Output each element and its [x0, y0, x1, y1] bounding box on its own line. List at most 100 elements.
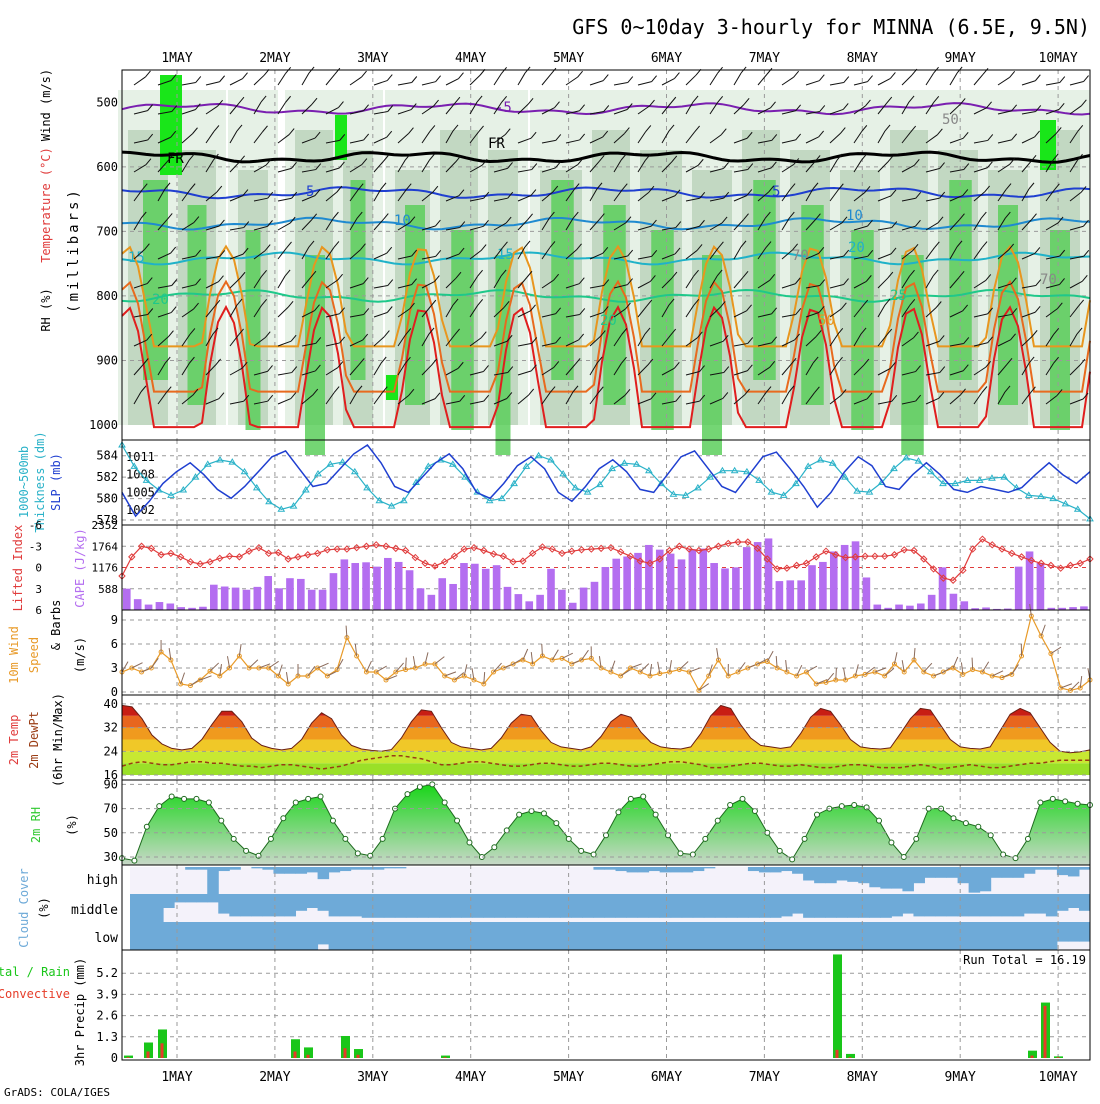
wind-barb-10m: [1061, 684, 1072, 688]
rh-marker: [864, 805, 869, 810]
rh-marker: [517, 812, 522, 817]
rh-marker: [219, 818, 224, 823]
day-label-bottom: 2MAY: [259, 1070, 290, 1085]
cloud-bar-high: [1002, 867, 1014, 878]
cloud-bar-middle: [395, 894, 407, 918]
thickness-tick-label: 584: [96, 449, 118, 463]
rh-marker: [740, 796, 745, 801]
temp-tick-label: 40: [104, 697, 118, 711]
cape-bar: [863, 577, 871, 610]
cloud-bar-high: [296, 867, 308, 874]
cloud-bar-middle: [549, 894, 561, 918]
wind-barb-10m: [210, 663, 219, 671]
cape-bar: [612, 559, 620, 610]
cloud-bar-middle: [748, 894, 760, 918]
cape-bar: [591, 582, 599, 610]
cloud-bar-middle: [593, 894, 605, 918]
cape-bar: [286, 578, 294, 610]
cloud-bar-middle: [560, 894, 572, 918]
cloud-bar-middle: [913, 894, 925, 916]
cloud-bar-low: [373, 922, 385, 950]
cloud-bar-middle: [1024, 894, 1036, 914]
cloud-bar-high: [958, 867, 970, 883]
cloud-bar-low: [1046, 922, 1058, 950]
cloud-bar-middle: [671, 894, 683, 918]
cape-bar: [417, 588, 425, 610]
precip-tick-label: 2.6: [96, 1009, 118, 1023]
cloud-bar-middle: [891, 894, 903, 916]
rh-marker: [144, 824, 149, 829]
cloud-bar-middle: [770, 894, 782, 918]
rh-marker: [455, 818, 460, 823]
rh-marker: [281, 816, 286, 821]
cloud-bar-middle: [307, 894, 319, 908]
cloud-bar-high: [384, 867, 396, 868]
cape-bar: [493, 565, 501, 610]
rh-marker: [591, 852, 596, 857]
wind-tick-label: 3: [111, 661, 118, 675]
cloud-bar-middle: [571, 894, 583, 918]
cloud-bar-middle: [439, 894, 451, 918]
cloud-bar-low: [803, 922, 815, 950]
cloud-bar-middle: [638, 894, 650, 918]
cloud-bar-low: [152, 922, 164, 950]
rh-marker: [256, 853, 261, 858]
cloud-bar-low: [947, 922, 959, 950]
cloud-bar-high: [693, 867, 705, 871]
day-label-bottom: 9MAY: [945, 1070, 976, 1085]
cape-bar: [699, 549, 707, 610]
precip-convective-bar: [1044, 1006, 1047, 1058]
rh-marker: [951, 816, 956, 821]
cloud-bar-high: [329, 867, 341, 872]
precip-ylabel: 3hr Precip (mm): [73, 958, 87, 1066]
cloud-bar-middle: [207, 894, 219, 902]
cape-bar: [732, 567, 740, 610]
cloud-bar-middle: [693, 894, 705, 918]
wind-speed-line: [122, 616, 1090, 690]
pressure-tick-label: 700: [96, 224, 118, 238]
cloud-bar-middle: [880, 894, 892, 918]
cloud-label-b: (%): [37, 897, 51, 919]
upper-ylabel-pressure: (millibars): [66, 187, 82, 313]
cape-bar: [786, 580, 794, 610]
rh-marker: [492, 845, 497, 850]
cloud-bar-low: [660, 922, 672, 950]
cloud-bar-low: [704, 922, 716, 950]
cloud-level-label: high: [87, 873, 118, 888]
cloud-bar-low: [307, 922, 319, 950]
pressure-tick-label: 800: [96, 289, 118, 303]
day-label-top: 8MAY: [847, 51, 878, 66]
cloud-bar-high: [1057, 867, 1069, 875]
rh-marker: [1038, 800, 1043, 805]
cape-bar: [319, 590, 327, 610]
li-tick-label: 3: [35, 583, 42, 596]
cape-bar: [395, 562, 403, 610]
cloud-bar-high: [969, 867, 981, 893]
cloud-bar-low: [450, 922, 462, 950]
cloud-bar-middle: [373, 894, 385, 918]
rh-tick-label: 30: [104, 850, 118, 864]
slp-tick-label: 1005: [126, 485, 155, 499]
precip-tick-label: 3.9: [96, 987, 118, 1001]
cloud-bar-middle: [406, 894, 418, 918]
precip-convective-bar: [294, 1051, 297, 1058]
cape-bar: [406, 570, 414, 610]
cape-bar: [689, 549, 697, 610]
rh-marker: [306, 796, 311, 801]
cloud-bar-high: [340, 867, 352, 871]
precip-convective-bar: [147, 1051, 150, 1058]
rh-marker: [839, 804, 844, 809]
cloud-bar-high: [781, 867, 793, 871]
isotherm-label: 20: [152, 292, 169, 308]
cloud-bar-low: [924, 922, 936, 950]
cloud-bar-low: [538, 922, 550, 950]
cape-bar: [254, 587, 262, 610]
cloud-bar-middle: [417, 894, 429, 918]
cape-bar: [243, 590, 251, 610]
cloud-bar-high: [847, 867, 859, 882]
cloud-bar-low: [505, 922, 517, 950]
upper-ylabel-temp: Temperature (°C): [39, 147, 53, 263]
wind-frame: [122, 610, 1090, 695]
cape-bar: [210, 585, 218, 610]
rh-marker: [877, 818, 882, 823]
